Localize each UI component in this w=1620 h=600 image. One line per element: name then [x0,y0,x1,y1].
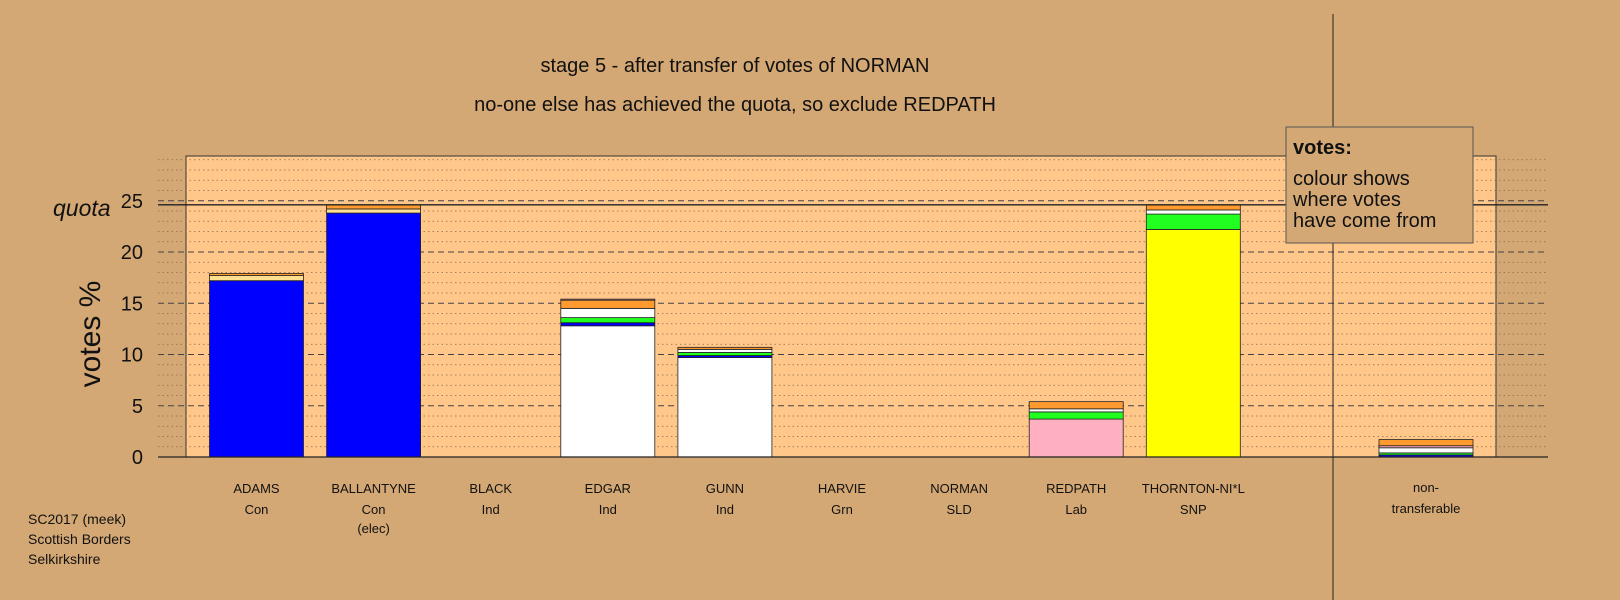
candidate-name: ADAMS [233,481,280,496]
bar-segment [677,352,773,356]
y-tick-label: 10 [121,345,143,367]
footer-line: Scottish Borders [28,531,131,547]
bar-segment [677,357,773,458]
bar-segment [560,298,656,301]
bar-segment [326,208,422,214]
candidate-name: THORNTON-NI*L [1142,481,1245,496]
bar-segment [326,212,422,458]
legend-line: have come from [1293,210,1436,232]
candidate-party: Ind [482,502,500,517]
bar-segment [209,273,304,276]
candidate-party: SLD [946,502,971,517]
candidate-party: Con [362,502,386,517]
legend-box [1285,126,1474,244]
candidate-party: Lab [1065,502,1087,517]
legend-line: where votes [1292,189,1401,211]
bar-segment [1145,229,1241,458]
bar-segment [560,299,656,309]
legend: votes: colour shows where votes have com… [1285,126,1474,244]
candidate-name: HARVIE [818,481,866,496]
legend-title: votes: [1293,137,1352,159]
bar-segment [560,307,656,319]
candidate-party: Ind [599,502,617,517]
candidate-name: GUNN [706,481,744,496]
candidate-note: (elec) [357,521,390,536]
candidate-name: EDGAR [585,481,631,496]
footer-line: Selkirkshire [28,551,101,567]
category-labels: ADAMS Con BALLANTYNE Con (elec) BLACK Ind EDGAR… [233,480,1460,536]
non-transferable-label: transferable [1392,501,1461,516]
footer-caption: SC2017 (meek) Scottish Borders Selkirksh… [28,509,131,569]
y-axis-label: votes % [74,281,107,388]
bar-segment [1028,418,1124,458]
candidate-name: BLACK [469,481,512,496]
candidate-name: REDPATH [1046,481,1106,496]
candidate-name: NORMAN [930,481,988,496]
legend-line: colour shows [1293,168,1410,190]
candidate-party: Con [245,502,269,517]
y-tick-label: 0 [132,447,143,469]
quota-label: quota [53,195,111,221]
bars [209,204,1474,458]
bar-segment [560,317,656,324]
bar-segment [1028,411,1124,420]
y-tick-label: 15 [121,293,143,315]
bar-segment [677,348,773,353]
candidate-party: Ind [716,502,734,517]
bar-segment [1028,408,1124,413]
y-tick-label: 25 [121,191,143,213]
chart-title: stage 5 - after transfer of votes of NOR… [540,55,929,77]
bar-segment [1145,204,1241,211]
bar-segment [1378,439,1474,447]
bar-segment [560,322,656,327]
candidate-name: BALLANTYNE [331,481,416,496]
bar-segment [1145,209,1241,215]
chart-subtitle: no-one else has achieved the quota, so e… [474,94,996,116]
candidate-party: Grn [831,502,853,517]
non-transferable-label: non- [1413,480,1439,495]
bar-segment [1028,401,1124,410]
y-tick-label: 5 [132,396,143,418]
bar-segment [209,280,304,458]
bar-segment [209,275,304,282]
y-tick-label: 20 [121,242,143,264]
candidate-party: SNP [1180,502,1207,517]
bar-segment [1378,447,1474,454]
bar-segment [1145,213,1241,230]
bar-segment [677,346,773,350]
bar-segment [560,325,656,458]
footer-line: SC2017 (meek) [28,511,127,527]
